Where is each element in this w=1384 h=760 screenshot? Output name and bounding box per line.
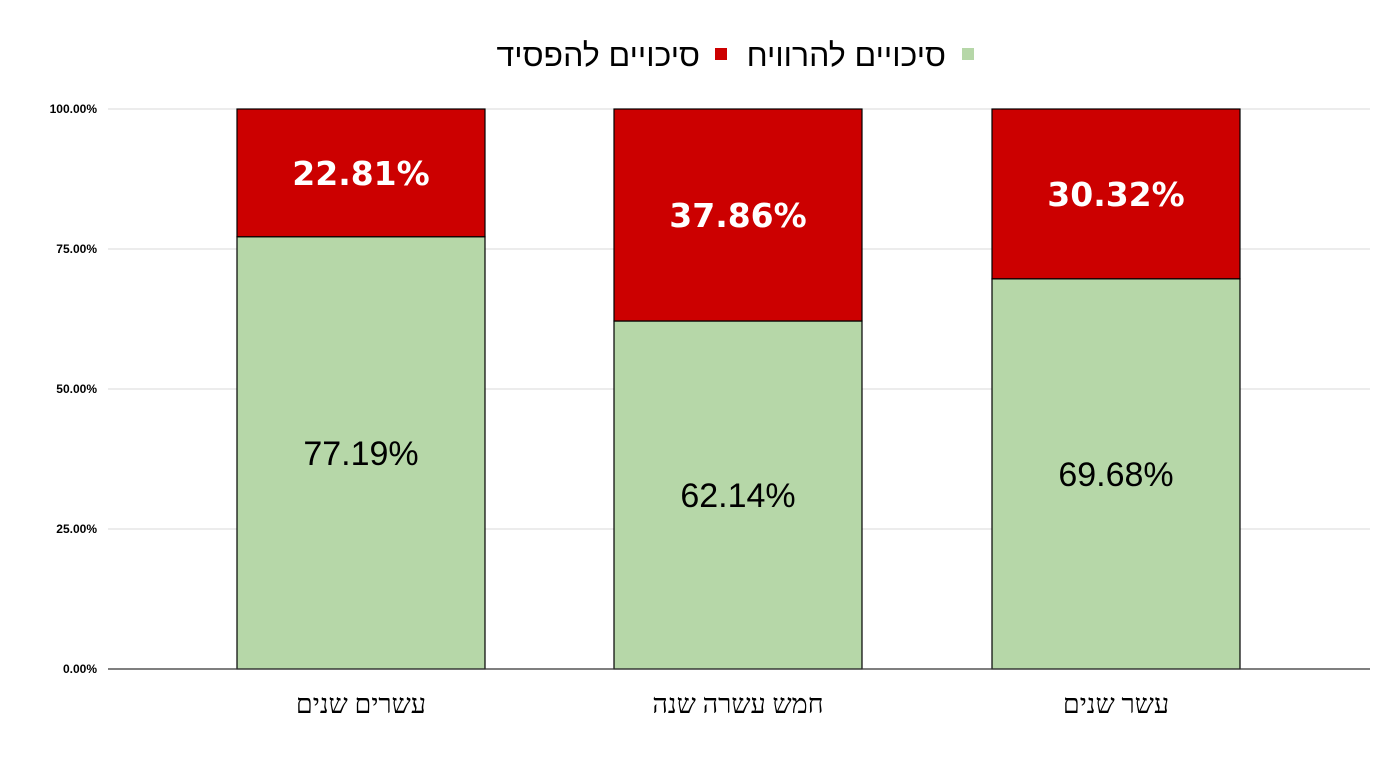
x-category-label: עשרים שנים	[296, 689, 426, 719]
x-category-label: חמש עשרה שנה	[652, 689, 823, 719]
data-label: 77.19%	[303, 435, 418, 473]
bars	[236, 108, 1241, 670]
x-axis-category-labels: עשרים שנים חמש עשרה שנה עשר שנים	[296, 689, 1169, 719]
data-label: 22.81%	[292, 154, 429, 193]
y-tick-label: 100.00%	[50, 102, 98, 116]
legend-swatch	[962, 48, 974, 60]
data-labels: 77.19% 22.81% 62.14% 37.86% 69.68% 30.32%	[292, 154, 1184, 515]
y-tick-label: 25.00%	[56, 522, 97, 536]
bar-segment-lose	[236, 108, 486, 238]
legend: סיכויים להרוויח סיכויים להפסיד	[497, 37, 974, 73]
data-label: 62.14%	[680, 477, 795, 515]
y-tick-label: 75.00%	[56, 242, 97, 256]
bar-segment-win	[236, 236, 486, 670]
legend-label: סיכויים להרוויח	[747, 37, 946, 73]
y-axis-tick-labels: 0.00% 25.00% 50.00% 75.00% 100.00%	[50, 102, 98, 676]
data-label: 30.32%	[1047, 175, 1184, 214]
bar-segment-win	[991, 278, 1241, 670]
legend-swatch	[715, 48, 727, 60]
x-category-label: עשר שנים	[1063, 689, 1169, 719]
y-tick-label: 0.00%	[63, 662, 97, 676]
bar-segment-lose	[613, 108, 863, 322]
bar-segment-lose	[991, 108, 1241, 280]
y-tick-label: 50.00%	[56, 382, 97, 396]
legend-label: סיכויים להפסיד	[497, 37, 700, 73]
data-label: 69.68%	[1058, 456, 1173, 494]
data-label: 37.86%	[669, 196, 806, 235]
bar-segment-win	[613, 320, 863, 670]
